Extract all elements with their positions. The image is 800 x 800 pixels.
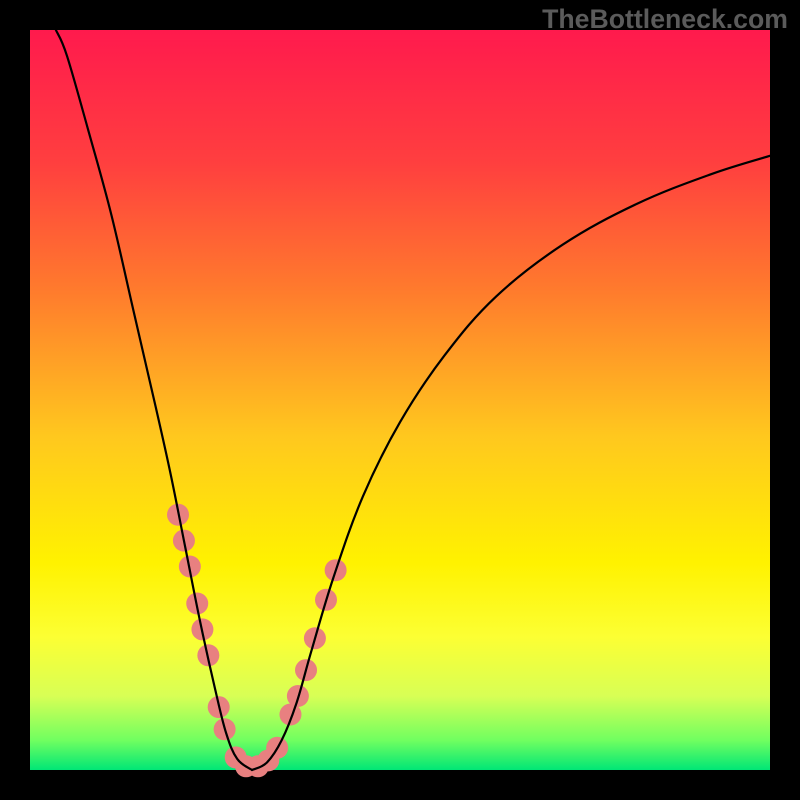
- bottleneck-curve-chart: [0, 0, 800, 800]
- gradient-background: [30, 30, 770, 770]
- chart-root: TheBottleneck.com: [0, 0, 800, 800]
